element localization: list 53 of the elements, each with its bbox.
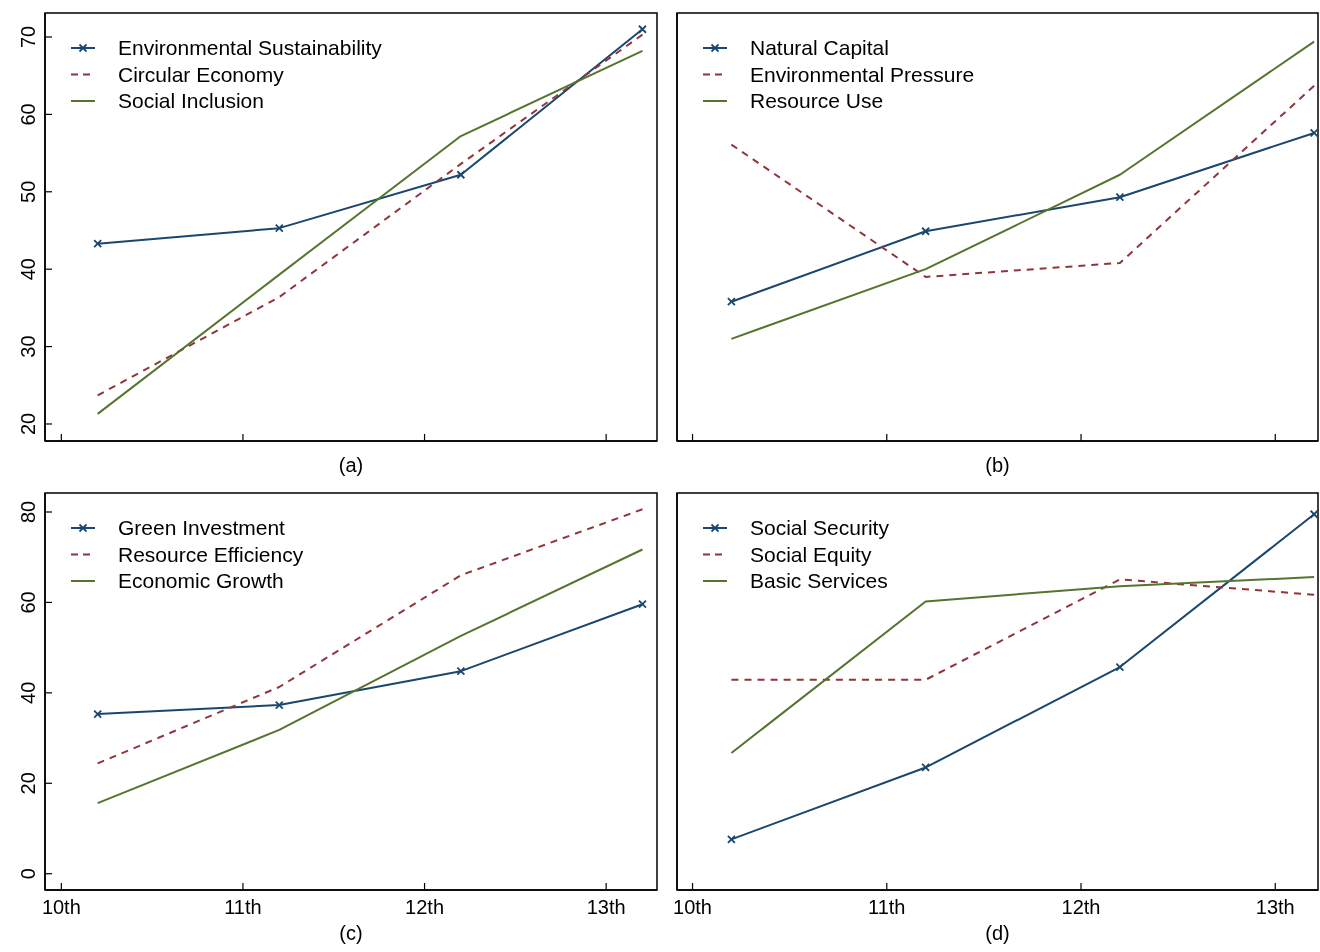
legend-label: Natural Capital (750, 36, 889, 60)
y-tick-label: 70 (17, 25, 39, 49)
legend-label: Resource Use (750, 89, 884, 113)
legend-label: Green Investment (118, 516, 286, 540)
x-tick-label: 13th (1255, 896, 1295, 918)
line-series (96, 508, 644, 765)
x-axis-title: (c) (339, 922, 363, 944)
legend-label: Social Inclusion (118, 89, 264, 113)
x-axis-title: (a) (338, 454, 364, 476)
y-tick-label: 50 (17, 180, 39, 203)
x-tick-label: 12th (405, 896, 445, 918)
point (638, 599, 647, 609)
point (456, 666, 466, 676)
x-tick-label: 11th (224, 896, 262, 918)
legend-label: Resource Efficiency (118, 542, 304, 566)
line-series (96, 548, 644, 805)
y-tick-label: 20 (17, 412, 39, 436)
point (726, 297, 736, 307)
x-axis-title: (d) (985, 922, 1010, 944)
point (93, 709, 103, 719)
point (1309, 509, 1319, 519)
point (638, 24, 647, 34)
point (921, 763, 931, 772)
y-tick-label: 60 (17, 591, 39, 614)
point (274, 700, 284, 710)
legend-label: Basic Services (750, 569, 888, 593)
y-tick-label: 20 (17, 772, 39, 795)
point (456, 170, 466, 180)
x-axis-title: (b) (985, 454, 1010, 476)
y-tick-label: 30 (17, 335, 39, 358)
point (726, 834, 736, 844)
y-tick-label: 80 (17, 500, 39, 524)
x-tick-label: 10th (41, 896, 81, 918)
y-tick-label: 40 (17, 258, 39, 281)
legend-label: Environmental Pressure (750, 62, 975, 86)
legend-label: Social Security (750, 516, 890, 540)
y-tick-label: 60 (17, 103, 39, 126)
y-tick-label: 0 (17, 868, 39, 880)
point (1115, 192, 1125, 202)
x-tick-label: 11th (868, 896, 906, 918)
point (93, 239, 103, 249)
y-tick-label: 40 (17, 681, 39, 704)
point (921, 226, 931, 236)
point (1309, 128, 1319, 138)
legend-label: Circular Economy (118, 62, 285, 86)
point (1115, 662, 1125, 672)
legend-label: Social Equity (750, 542, 872, 566)
legend-label: Economic Growth (118, 569, 284, 593)
x-tick-label: 12th (1061, 896, 1101, 918)
legend-label: Environmental Sustainability (118, 36, 383, 60)
x-tick-label: 10th (673, 896, 713, 918)
point (274, 223, 284, 233)
x-tick-label: 13th (586, 896, 626, 918)
